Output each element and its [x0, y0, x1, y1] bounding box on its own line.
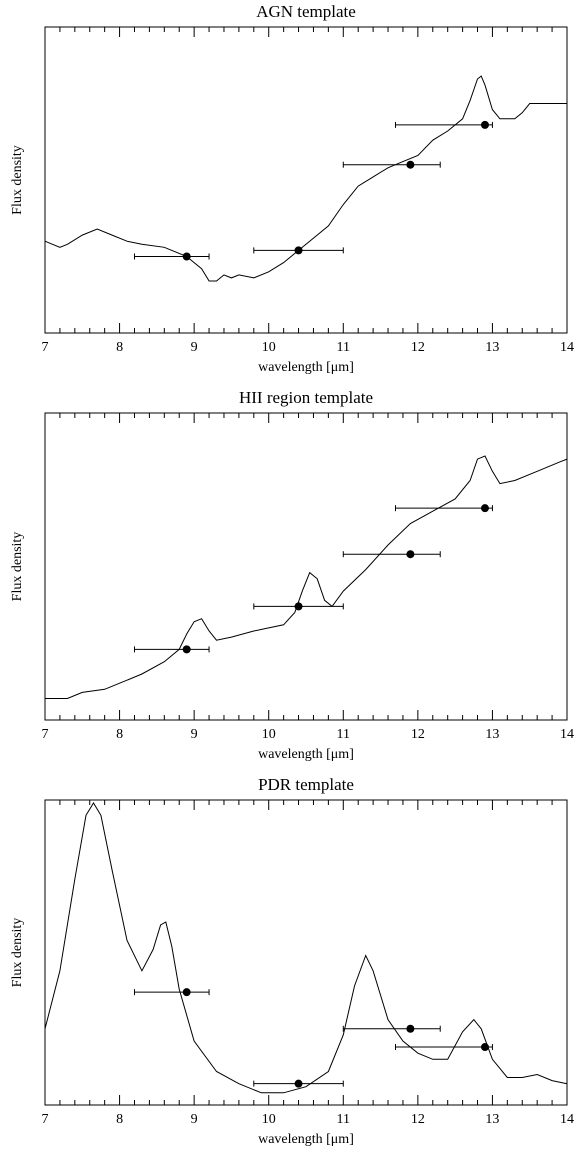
x-tick-label: 8	[116, 340, 123, 355]
x-tick-label: 13	[485, 1112, 499, 1127]
x-tick-label: 13	[485, 340, 499, 355]
x-tick-label: 10	[262, 727, 276, 742]
data-point	[480, 504, 489, 513]
x-tick-label: 9	[191, 340, 198, 355]
plot-frame	[44, 26, 568, 334]
data-point	[406, 550, 415, 559]
plot-frame	[44, 799, 568, 1106]
y-axis-label: Flux density	[10, 145, 25, 215]
x-tick-label: 12	[411, 727, 425, 742]
x-tick-label: 11	[337, 1112, 350, 1127]
x-tick-label: 13	[485, 727, 499, 742]
data-point	[182, 988, 191, 997]
x-tick-label: 10	[262, 1112, 276, 1127]
y-axis-label: Flux density	[10, 918, 25, 988]
chart-title: AGN template	[256, 2, 356, 21]
data-point	[406, 160, 415, 169]
x-axis-label: wavelength [μm]	[258, 1132, 354, 1147]
x-tick-label: 9	[191, 727, 198, 742]
x-tick-label: 11	[337, 727, 350, 742]
x-tick-label: 9	[191, 1112, 198, 1127]
y-axis-label: Flux density	[10, 532, 25, 602]
x-tick-label: 14	[560, 1112, 574, 1127]
spectrum-line	[44, 75, 567, 282]
data-point	[480, 1043, 489, 1052]
x-tick-label: 12	[411, 1112, 425, 1127]
data-point	[294, 1079, 303, 1088]
data-point	[182, 645, 191, 654]
x-tick-label: 7	[42, 340, 49, 355]
x-tick-label: 8	[116, 727, 123, 742]
x-tick-label: 7	[42, 1112, 49, 1127]
data-point	[480, 120, 489, 129]
data-point	[182, 252, 191, 261]
x-tick-label: 12	[411, 340, 425, 355]
x-tick-label: 11	[337, 340, 350, 355]
x-tick-label: 14	[560, 340, 574, 355]
data-point	[294, 602, 303, 611]
x-axis-label: wavelength [μm]	[258, 747, 354, 762]
chart-title: PDR template	[258, 775, 354, 794]
data-point	[294, 246, 303, 255]
chart-title: HII region template	[239, 388, 373, 407]
data-point	[406, 1024, 415, 1033]
spectrum-line	[44, 802, 568, 1094]
x-tick-label: 8	[116, 1112, 123, 1127]
x-axis-label: wavelength [μm]	[258, 360, 354, 375]
plot-frame	[44, 412, 568, 721]
x-tick-label: 14	[560, 727, 574, 742]
x-tick-label: 7	[42, 727, 49, 742]
spectrum-line	[45, 455, 568, 699]
x-tick-label: 10	[262, 340, 276, 355]
